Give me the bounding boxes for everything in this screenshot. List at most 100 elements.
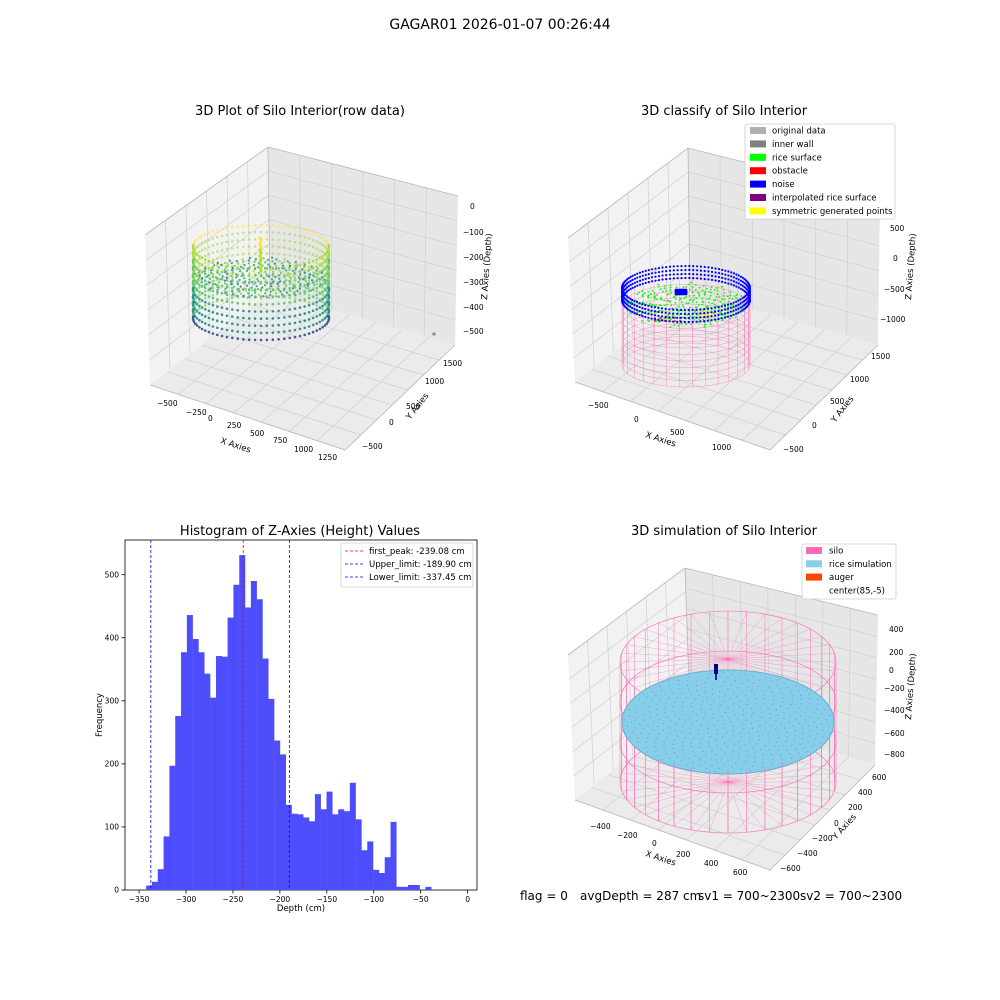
p1-point <box>247 287 251 291</box>
p1-point <box>220 241 224 245</box>
p4-rice-point <box>771 703 773 705</box>
p1-point <box>211 244 215 247</box>
p1-point <box>311 238 315 242</box>
p4-ztick: −400 <box>884 706 905 715</box>
p1-point <box>283 246 286 249</box>
p1-point <box>277 323 280 327</box>
p4-rice-point <box>791 744 793 747</box>
p4-rice-point <box>723 701 725 703</box>
p1-point <box>246 267 249 270</box>
p1-point <box>325 303 329 307</box>
p4-rice-point <box>793 739 796 742</box>
p4-rice-point <box>753 761 756 763</box>
p4-rice-point <box>666 716 668 718</box>
p1-point <box>211 261 215 264</box>
p4-rice-point <box>767 707 770 710</box>
p1-point <box>315 300 319 304</box>
p1-point <box>288 267 291 270</box>
p1-point <box>283 296 286 299</box>
p1-point <box>315 240 319 243</box>
p1-point <box>220 313 224 317</box>
p1-point <box>204 254 207 257</box>
p1-point <box>247 245 251 248</box>
p1-point <box>236 267 239 271</box>
p1-point <box>271 224 275 227</box>
p4-rice-point <box>665 736 668 739</box>
p1-point <box>216 292 219 296</box>
p4-rice-point <box>759 735 761 737</box>
p4-rice-point <box>688 688 690 690</box>
p1-point <box>293 264 297 268</box>
p1-point <box>315 286 319 290</box>
p1-point <box>293 314 297 318</box>
p1-point <box>204 265 207 269</box>
p1-point <box>198 269 201 272</box>
p1-point <box>298 334 302 338</box>
p1-point <box>220 320 224 324</box>
p1-point <box>223 282 227 285</box>
p4-rice-point <box>713 700 715 702</box>
p4-rice-point <box>809 730 811 732</box>
p4-rice-point <box>702 750 704 753</box>
p1-point <box>211 289 215 293</box>
p1-point <box>216 228 219 232</box>
p1-point <box>216 243 219 246</box>
p4-rice-point <box>652 721 654 723</box>
p4-rice-point <box>724 711 727 714</box>
p1-point <box>327 307 331 311</box>
p1-point <box>200 313 204 317</box>
p4-rice-point <box>645 741 647 744</box>
p4-rice-point <box>662 729 664 731</box>
p4-rice-point <box>777 732 779 734</box>
p4-rice-point <box>635 705 638 707</box>
p1-point <box>271 295 275 298</box>
p1-point <box>242 267 245 270</box>
p1-point <box>259 294 263 298</box>
p4-rice-point <box>763 758 765 760</box>
p4-rice-point <box>794 734 797 737</box>
p4-rice-point <box>800 756 802 758</box>
p4-rice-point <box>786 731 788 733</box>
p4-rice-point <box>681 731 684 733</box>
p1-point <box>195 317 199 320</box>
p4-rice-point <box>676 735 679 737</box>
p1-point <box>194 254 197 257</box>
avg-depth-text: avgDepth = 287 cm <box>580 889 702 903</box>
p1-point <box>198 307 201 311</box>
p1-point <box>231 266 234 270</box>
p1-point <box>200 284 204 288</box>
p4-rice-point <box>722 723 725 725</box>
p1-point <box>323 280 327 284</box>
p4-rice-point <box>799 703 802 705</box>
p1-point <box>293 297 297 301</box>
p1-point <box>281 267 284 270</box>
p1-point <box>216 250 219 253</box>
p4-rice-point <box>696 714 698 716</box>
p1-point <box>198 236 201 239</box>
p1-point <box>253 331 257 335</box>
p1-point <box>239 285 242 288</box>
p4-rice-point <box>637 741 639 743</box>
p1-point <box>195 309 199 312</box>
p4-rice-point <box>705 768 708 770</box>
p4-rice-point <box>808 694 810 696</box>
p4-rice-point <box>788 721 790 723</box>
p1-point <box>192 305 196 309</box>
p1-point <box>283 260 286 264</box>
p4-ytick: 600 <box>872 773 887 782</box>
p4-rice-point <box>762 753 764 756</box>
p1-point <box>318 234 322 238</box>
p4-ztick: 0 <box>889 666 894 675</box>
p1-point <box>225 321 229 325</box>
p4-rice-point <box>674 714 677 716</box>
p4-rice-point <box>719 704 721 706</box>
p4-rice-point <box>651 700 653 702</box>
p1-point <box>216 312 219 315</box>
p1-point <box>259 280 263 284</box>
p1-point <box>194 289 197 293</box>
p4-rice-point <box>654 741 656 743</box>
p1-point <box>194 315 197 318</box>
p4-rice-point <box>684 721 686 723</box>
p1-point <box>321 254 324 258</box>
p1-point <box>259 324 263 328</box>
